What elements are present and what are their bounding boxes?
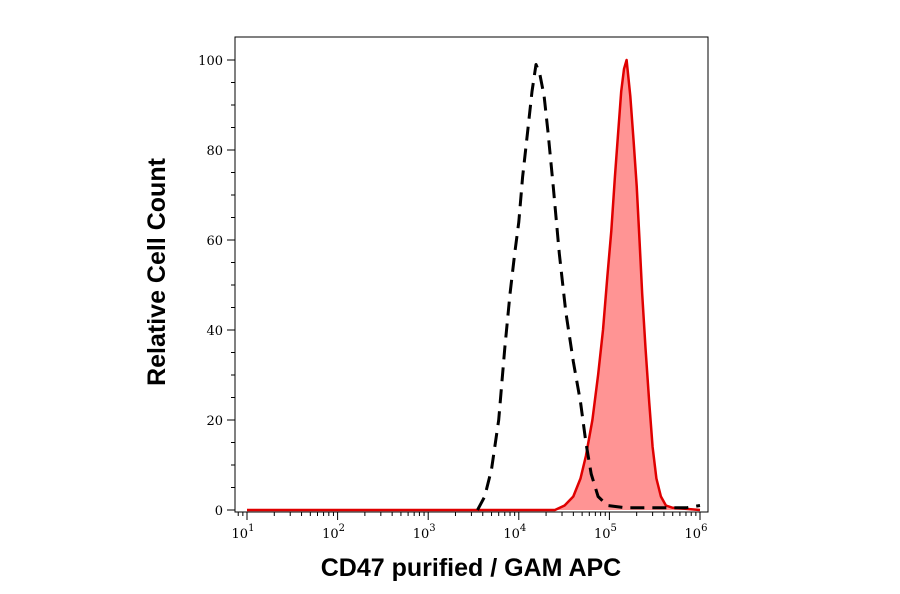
- y-axis: 0 20 40 60 80 100: [198, 54, 235, 519]
- plot-layer: [247, 58, 701, 512]
- series-line-solid: [247, 58, 701, 512]
- x-tick-label: 104: [503, 523, 526, 542]
- x-tick-label: 101: [232, 523, 255, 542]
- x-axis: 101 102 103 104 105 106: [232, 512, 708, 542]
- x-tick-label: 102: [322, 523, 345, 542]
- y-tick-label: 60: [206, 234, 223, 249]
- x-tick-label: 103: [413, 523, 436, 542]
- y-axis-title: Relative Cell Count: [143, 157, 171, 385]
- y-tick-label: 100: [198, 54, 223, 69]
- x-axis-title: CD47 purified / GAM APC: [321, 554, 622, 582]
- y-tick-label: 0: [215, 504, 223, 519]
- y-tick-label: 40: [206, 324, 223, 339]
- y-tick-label: 20: [206, 414, 223, 429]
- y-tick-label: 80: [206, 144, 223, 159]
- x-tick-label: 106: [685, 523, 708, 542]
- x-tick-label: 105: [594, 523, 617, 542]
